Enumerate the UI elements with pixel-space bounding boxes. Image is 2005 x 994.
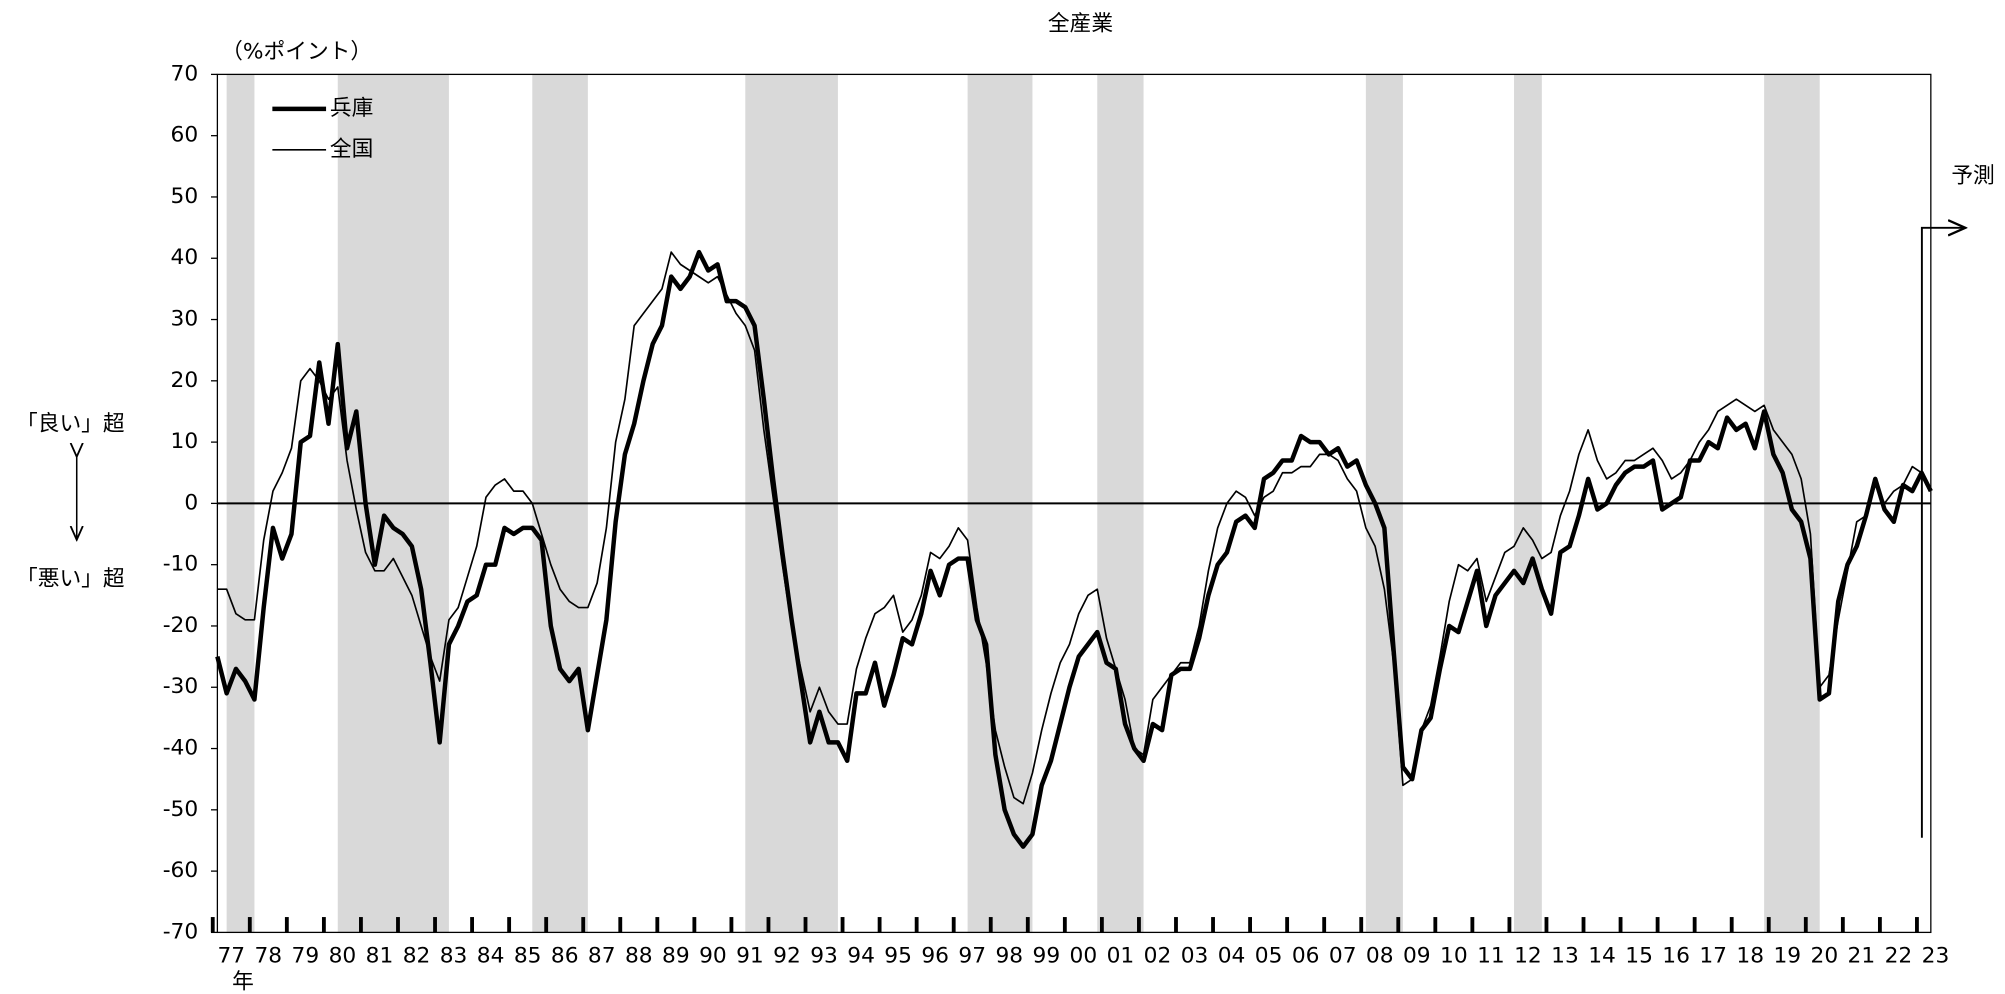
x-tick-label: 13 — [1551, 944, 1579, 969]
x-tick-label: 85 — [514, 944, 542, 969]
y-tick-label: -70 — [163, 919, 198, 944]
x-tick-label: 15 — [1625, 944, 1653, 969]
x-tick-label: 00 — [1070, 944, 1098, 969]
x-tick-label: 96 — [921, 944, 949, 969]
x-tick-label: 04 — [1218, 944, 1246, 969]
x-tick-label: 02 — [1144, 944, 1172, 969]
y-tick-label: 40 — [171, 245, 199, 270]
x-tick-label: 05 — [1255, 944, 1283, 969]
x-tick-label: 23 — [1922, 944, 1950, 969]
x-tick-label: 06 — [1292, 944, 1320, 969]
x-tick-label: 98 — [995, 944, 1023, 969]
x-tick-label: 92 — [773, 944, 801, 969]
series-line — [217, 251, 1923, 805]
x-tick-label: 21 — [1848, 944, 1876, 969]
x-tick-label: 01 — [1107, 944, 1135, 969]
lower-label: 「悪い」超 — [16, 566, 125, 591]
y-unit-label: （%ポイント） — [221, 40, 372, 65]
x-tick-label: 22 — [1885, 944, 1913, 969]
x-tick-label: 99 — [1033, 944, 1061, 969]
x-tick-label: 78 — [254, 944, 282, 969]
x-tick-label: 20 — [1811, 944, 1839, 969]
x-tick-label: 17 — [1699, 944, 1727, 969]
y-tick-label: -30 — [163, 674, 198, 699]
x-tick-label: 87 — [588, 944, 616, 969]
y-tick-label: -40 — [163, 736, 198, 761]
legend-label: 兵庫 — [330, 96, 373, 121]
y-tick-label: 50 — [171, 184, 199, 209]
series-line — [215, 249, 1933, 849]
y-tick-label: 10 — [171, 429, 199, 454]
x-unit-label: 年 — [232, 969, 254, 994]
x-tick-label: 09 — [1403, 944, 1431, 969]
x-tick-label: 88 — [625, 944, 653, 969]
x-tick-label: 93 — [810, 944, 838, 969]
legend-label: 全国 — [330, 137, 373, 162]
x-tick-label: 86 — [551, 944, 579, 969]
forecast-label: 予測 — [1951, 164, 1994, 189]
y-tick-label: 0 — [184, 490, 198, 515]
y-tick-label: -60 — [163, 858, 198, 883]
chart-title: 全産業 — [1048, 12, 1113, 37]
x-tick-label: 07 — [1329, 944, 1357, 969]
y-tick-label: 70 — [171, 61, 199, 86]
x-tick-label: 94 — [847, 944, 875, 969]
x-tick-label: 97 — [958, 944, 986, 969]
x-tick-label: 80 — [329, 944, 357, 969]
x-tick-label: 89 — [662, 944, 690, 969]
x-tick-label: 91 — [736, 944, 764, 969]
x-tick-label: 16 — [1662, 944, 1690, 969]
y-tick-label: -10 — [163, 552, 198, 577]
upper-label: 「良い」超 — [16, 412, 125, 437]
x-tick-label: 95 — [884, 944, 912, 969]
x-tick-label: 79 — [292, 944, 320, 969]
x-tick-label: 03 — [1181, 944, 1209, 969]
x-tick-label: 12 — [1514, 944, 1542, 969]
x-tick-label: 90 — [699, 944, 727, 969]
y-tick-label: 60 — [171, 123, 199, 148]
y-tick-label: -50 — [163, 797, 198, 822]
y-tick-label: 20 — [171, 368, 199, 393]
x-tick-label: 19 — [1773, 944, 1801, 969]
y-tick-label: -20 — [163, 613, 198, 638]
x-tick-label: 82 — [403, 944, 431, 969]
x-tick-label: 18 — [1736, 944, 1764, 969]
x-tick-label: 84 — [477, 944, 505, 969]
x-tick-label: 08 — [1366, 944, 1394, 969]
x-tick-label: 10 — [1440, 944, 1468, 969]
y-tick-label: 30 — [171, 307, 199, 332]
x-tick-label: 11 — [1477, 944, 1505, 969]
x-tick-label: 81 — [366, 944, 394, 969]
forecast-arrow — [1920, 228, 1965, 838]
x-tick-label: 83 — [440, 944, 468, 969]
x-tick-label: 77 — [217, 944, 245, 969]
x-tick-label: 14 — [1588, 944, 1616, 969]
